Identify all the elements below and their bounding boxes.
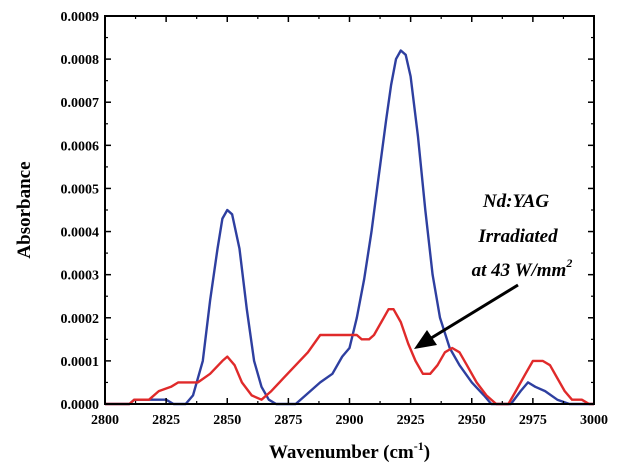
- y-tick-label: 0.0002: [61, 312, 100, 327]
- x-axis-title-superscript: -1: [414, 439, 424, 453]
- y-tick-label: 0.0007: [61, 96, 100, 111]
- x-tick-label: 3000: [580, 413, 608, 428]
- annotation-line-2: Irradiated: [477, 226, 558, 247]
- annotation-line-3-text: at 43 W/mm: [472, 260, 567, 281]
- annotation-line-3-superscript: 2: [565, 256, 572, 270]
- annotation-line-3: at 43 W/mm2: [472, 256, 573, 281]
- annotation-line-1: Nd:YAG: [482, 191, 549, 212]
- x-axis-title-text: Wavenumber (cm: [269, 442, 414, 463]
- y-axis-title: Absorbance: [14, 161, 35, 258]
- x-tick-label: 2825: [152, 413, 180, 428]
- y-tick-label: 0.0006: [61, 139, 100, 154]
- y-tick-label: 0.0009: [61, 10, 100, 25]
- y-tick-label: 0.0001: [61, 355, 100, 370]
- y-tick-label: 0.0005: [61, 182, 100, 197]
- axis-ticks: [104, 15, 595, 405]
- y-tick-label: 0.0008: [61, 53, 100, 68]
- series-line-2: [105, 308, 594, 406]
- x-tick-label: 2950: [458, 413, 486, 428]
- x-tick-label: 2800: [91, 413, 119, 428]
- x-axis-title: Wavenumber (cm-1): [269, 439, 430, 463]
- x-tick-label: 2925: [397, 413, 425, 428]
- axis-tick-labels: 2800 2825 2850 2875 2900 2925 2950 2975 3000 0.00…: [61, 10, 609, 428]
- x-axis-title-end: ): [424, 442, 430, 463]
- x-tick-label: 2850: [213, 413, 241, 428]
- y-tick-label: 0.0000: [61, 398, 100, 413]
- annotation-arrow-shaft: [427, 283, 519, 342]
- y-tick-label: 0.0003: [61, 269, 100, 284]
- x-tick-label: 2900: [336, 413, 364, 428]
- annotation-arrow-head: [414, 330, 437, 349]
- annotation: Nd:YAG Irradiated at 43 W/mm2: [414, 191, 572, 349]
- y-tick-label: 0.0004: [61, 226, 100, 241]
- x-tick-label: 2875: [274, 413, 302, 428]
- series-line-1: [105, 49, 594, 406]
- series-layer: [105, 49, 594, 406]
- x-tick-label: 2975: [519, 413, 547, 428]
